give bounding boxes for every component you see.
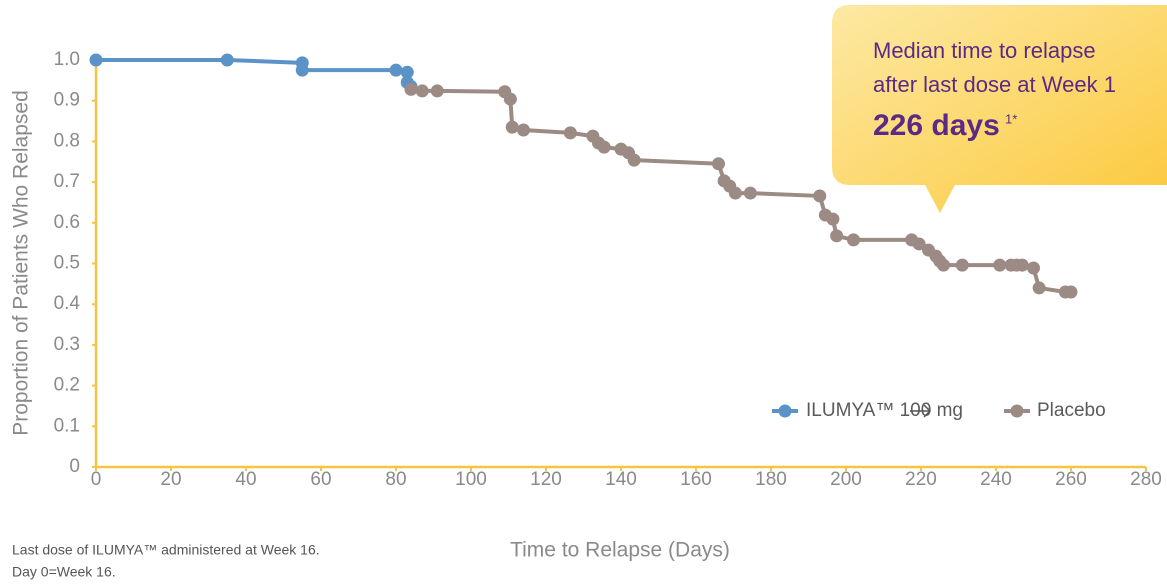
x-tick-label: 200	[830, 469, 862, 490]
data-point	[404, 82, 418, 96]
legend-marker	[1010, 404, 1024, 418]
data-point	[220, 53, 234, 67]
data-point	[955, 258, 969, 272]
data-point	[830, 229, 844, 243]
data-point	[937, 258, 950, 272]
footnote: Last dose of ILUMYA™ administered at Wee…	[12, 542, 320, 558]
y-tick-label: 1.0	[54, 49, 80, 70]
callout-line: after last dose at Week 1	[873, 72, 1116, 97]
footnote: Day 0=Week 16.	[12, 564, 116, 580]
data-point	[430, 84, 444, 98]
data-point	[728, 186, 742, 200]
y-tick-label: 0	[69, 456, 80, 477]
callout-superscript: 1*	[1005, 111, 1017, 126]
data-point	[813, 189, 827, 203]
x-tick-label: 20	[160, 469, 181, 490]
x-axis-title: Time to Relapse (Days)	[510, 539, 730, 562]
y-tick-label: 0.9	[54, 90, 80, 111]
data-point	[847, 233, 860, 247]
legend: ILUMYA™ 100 mg Placebo	[772, 400, 1106, 421]
data-point	[1032, 281, 1046, 295]
callout-line: Median time to relapse	[873, 38, 1096, 63]
y-tick-label: 0.6	[54, 212, 80, 233]
data-point	[295, 63, 309, 77]
data-point	[517, 123, 530, 137]
data-point	[993, 258, 1007, 272]
legend-label: Placebo	[1037, 400, 1106, 421]
data-point	[400, 65, 414, 79]
data-point	[627, 153, 641, 167]
y-tick-label: 0.8	[54, 130, 80, 151]
x-tick-label: 260	[1055, 469, 1087, 490]
x-tick-label: 40	[235, 469, 256, 490]
callout-highlight: 226 days	[873, 109, 1000, 142]
series-line	[96, 58, 413, 90]
data-point	[912, 237, 926, 251]
y-tick-label: 0.5	[54, 253, 80, 274]
callout: Median time to relapse after last dose a…	[832, 5, 1167, 213]
y-tick-label: 0.2	[54, 375, 80, 396]
data-point	[389, 63, 403, 77]
y-tick-label: 0.7	[54, 171, 80, 192]
data-point	[712, 157, 725, 171]
data-point	[826, 212, 840, 226]
x-tick-label: 240	[980, 469, 1012, 490]
x-tick-label: 120	[530, 469, 562, 490]
x-tick-label: 80	[385, 469, 406, 490]
data-point	[1027, 261, 1040, 275]
x-tick-label: 0	[91, 469, 102, 490]
data-point	[505, 120, 519, 134]
x-tick-label: 160	[680, 469, 712, 490]
x-tick-label: 280	[1130, 469, 1162, 490]
data-point	[597, 140, 611, 154]
x-tick-label: 60	[310, 469, 331, 490]
legend-arrow	[910, 404, 932, 418]
data-point	[503, 92, 517, 106]
data-point	[743, 186, 757, 200]
x-tick-label: 220	[905, 469, 937, 490]
data-point	[415, 84, 429, 98]
y-tick-label: 0.4	[54, 293, 81, 314]
x-tick-label: 140	[605, 469, 637, 490]
legend-label: ILUMYA™ 100 mg	[806, 400, 963, 421]
data-point	[89, 53, 103, 67]
y-tick-label: 0.3	[54, 334, 80, 355]
y-tick-label: 0.1	[54, 415, 80, 436]
legend-marker	[778, 404, 792, 418]
y-axis-title: Proportion of Patients Who Relapsed	[10, 90, 33, 436]
callout-box	[832, 5, 1167, 213]
data-point	[1064, 285, 1078, 299]
data-point	[1015, 258, 1029, 272]
x-tick-label: 100	[455, 469, 487, 490]
data-point	[563, 126, 577, 140]
x-tick-label: 180	[755, 469, 787, 490]
